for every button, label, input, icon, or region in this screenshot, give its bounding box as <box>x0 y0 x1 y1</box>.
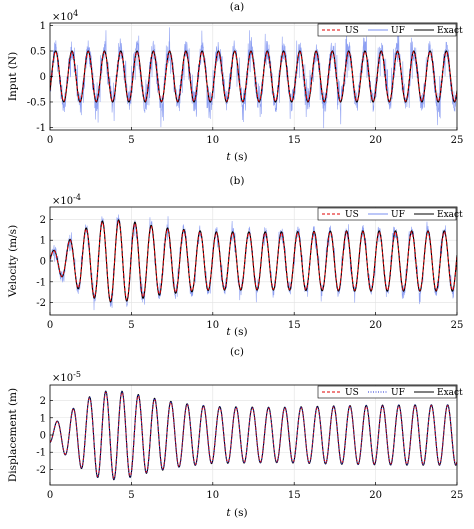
y-tick-label: -2 <box>36 298 46 309</box>
y-tick-label: -0.5 <box>27 97 46 108</box>
plot-area <box>50 25 457 129</box>
y-tick-label: 0.5 <box>30 47 46 58</box>
legend-label-exact: Exact <box>437 210 463 220</box>
panel-caption: (c) <box>230 346 244 358</box>
y-tick-label: 1 <box>40 236 46 247</box>
y-axis-label: Velocity (m/s) <box>7 225 19 298</box>
x-tick-label: 10 <box>206 135 219 146</box>
legend-label-uf: UF <box>391 210 405 220</box>
x-tick-label: 20 <box>369 490 382 501</box>
series-us-line <box>50 51 457 102</box>
plot-area <box>50 214 457 311</box>
x-tick-label: 15 <box>288 135 301 146</box>
y-exponent-label: ×10-4 <box>52 193 81 207</box>
y-axis-label: Input (N) <box>7 52 19 101</box>
x-tick-label: 15 <box>288 320 301 331</box>
x-axis-label: t (s) <box>226 151 247 163</box>
y-tick-label: 2 <box>40 396 46 407</box>
panel-caption: (b) <box>230 175 245 187</box>
series-exact-line <box>50 390 457 481</box>
y-tick-label: 1 <box>40 413 46 424</box>
x-tick-label: 15 <box>288 490 301 501</box>
legend-label-uf: UF <box>391 26 405 36</box>
x-tick-label: 25 <box>451 320 464 331</box>
x-tick-label: 10 <box>206 490 219 501</box>
chart-panel-3: (c) 0 5 10 15 20 25 -2 -1 0 1 2 ×10-5 t (s) Displaceme… <box>7 346 463 519</box>
x-tick-label: 0 <box>47 320 53 331</box>
legend-label-us: US <box>345 210 359 220</box>
x-tick-label: 25 <box>451 490 464 501</box>
y-axis-label: Displacement (m) <box>7 388 19 482</box>
y-tick-label: -2 <box>36 465 46 476</box>
y-tick-label: 1 <box>40 21 46 32</box>
x-tick-label: 0 <box>47 490 53 501</box>
legend-label-us: US <box>345 388 359 398</box>
x-tick-label: 5 <box>128 490 134 501</box>
chart-panel-2: (b) 0 5 10 15 20 25 -2 -1 0 1 2 ×10-4 t (s) Velocity (… <box>7 175 463 338</box>
x-tick-label: 0 <box>47 135 53 146</box>
legend: US UF Exact <box>317 207 463 221</box>
y-exponent-label: ×104 <box>52 9 78 23</box>
y-tick-label: -1 <box>36 448 46 459</box>
x-tick-label: 10 <box>206 320 219 331</box>
y-tick-label: -1 <box>36 277 46 288</box>
legend: US UF Exact <box>317 23 463 37</box>
x-tick-label: 20 <box>369 135 382 146</box>
y-tick-label: 0 <box>40 257 46 268</box>
plot-area <box>50 390 457 481</box>
series-uf-line <box>50 25 457 129</box>
series-us-line <box>50 391 457 479</box>
chart-panel-1: (a) 0 5 10 15 20 25 -1 -0.5 0 0.5 1 ×104 t (s) Input (… <box>7 1 463 163</box>
y-tick-label: 2 <box>40 215 46 226</box>
y-exponent-label: ×10-5 <box>52 370 81 384</box>
x-axis-label: t (s) <box>226 326 247 338</box>
x-tick-label: 25 <box>451 135 464 146</box>
legend-label-exact: Exact <box>437 26 463 36</box>
y-tick-label: 0 <box>40 72 46 83</box>
x-axis-label: t (s) <box>226 507 247 519</box>
x-tick-label: 5 <box>128 320 134 331</box>
legend-label-exact: Exact <box>437 388 463 398</box>
panel-caption: (a) <box>230 1 244 13</box>
x-tick-label: 20 <box>369 320 382 331</box>
series-us-line <box>50 220 457 302</box>
legend: US UF Exact <box>317 385 463 399</box>
legend-box <box>317 385 457 399</box>
legend-label-us: US <box>345 26 359 36</box>
legend-label-uf: UF <box>391 388 405 398</box>
y-tick-label: -1 <box>36 123 46 134</box>
y-tick-label: 0 <box>40 431 46 442</box>
series-uf-line <box>50 390 457 481</box>
x-tick-label: 5 <box>128 135 134 146</box>
